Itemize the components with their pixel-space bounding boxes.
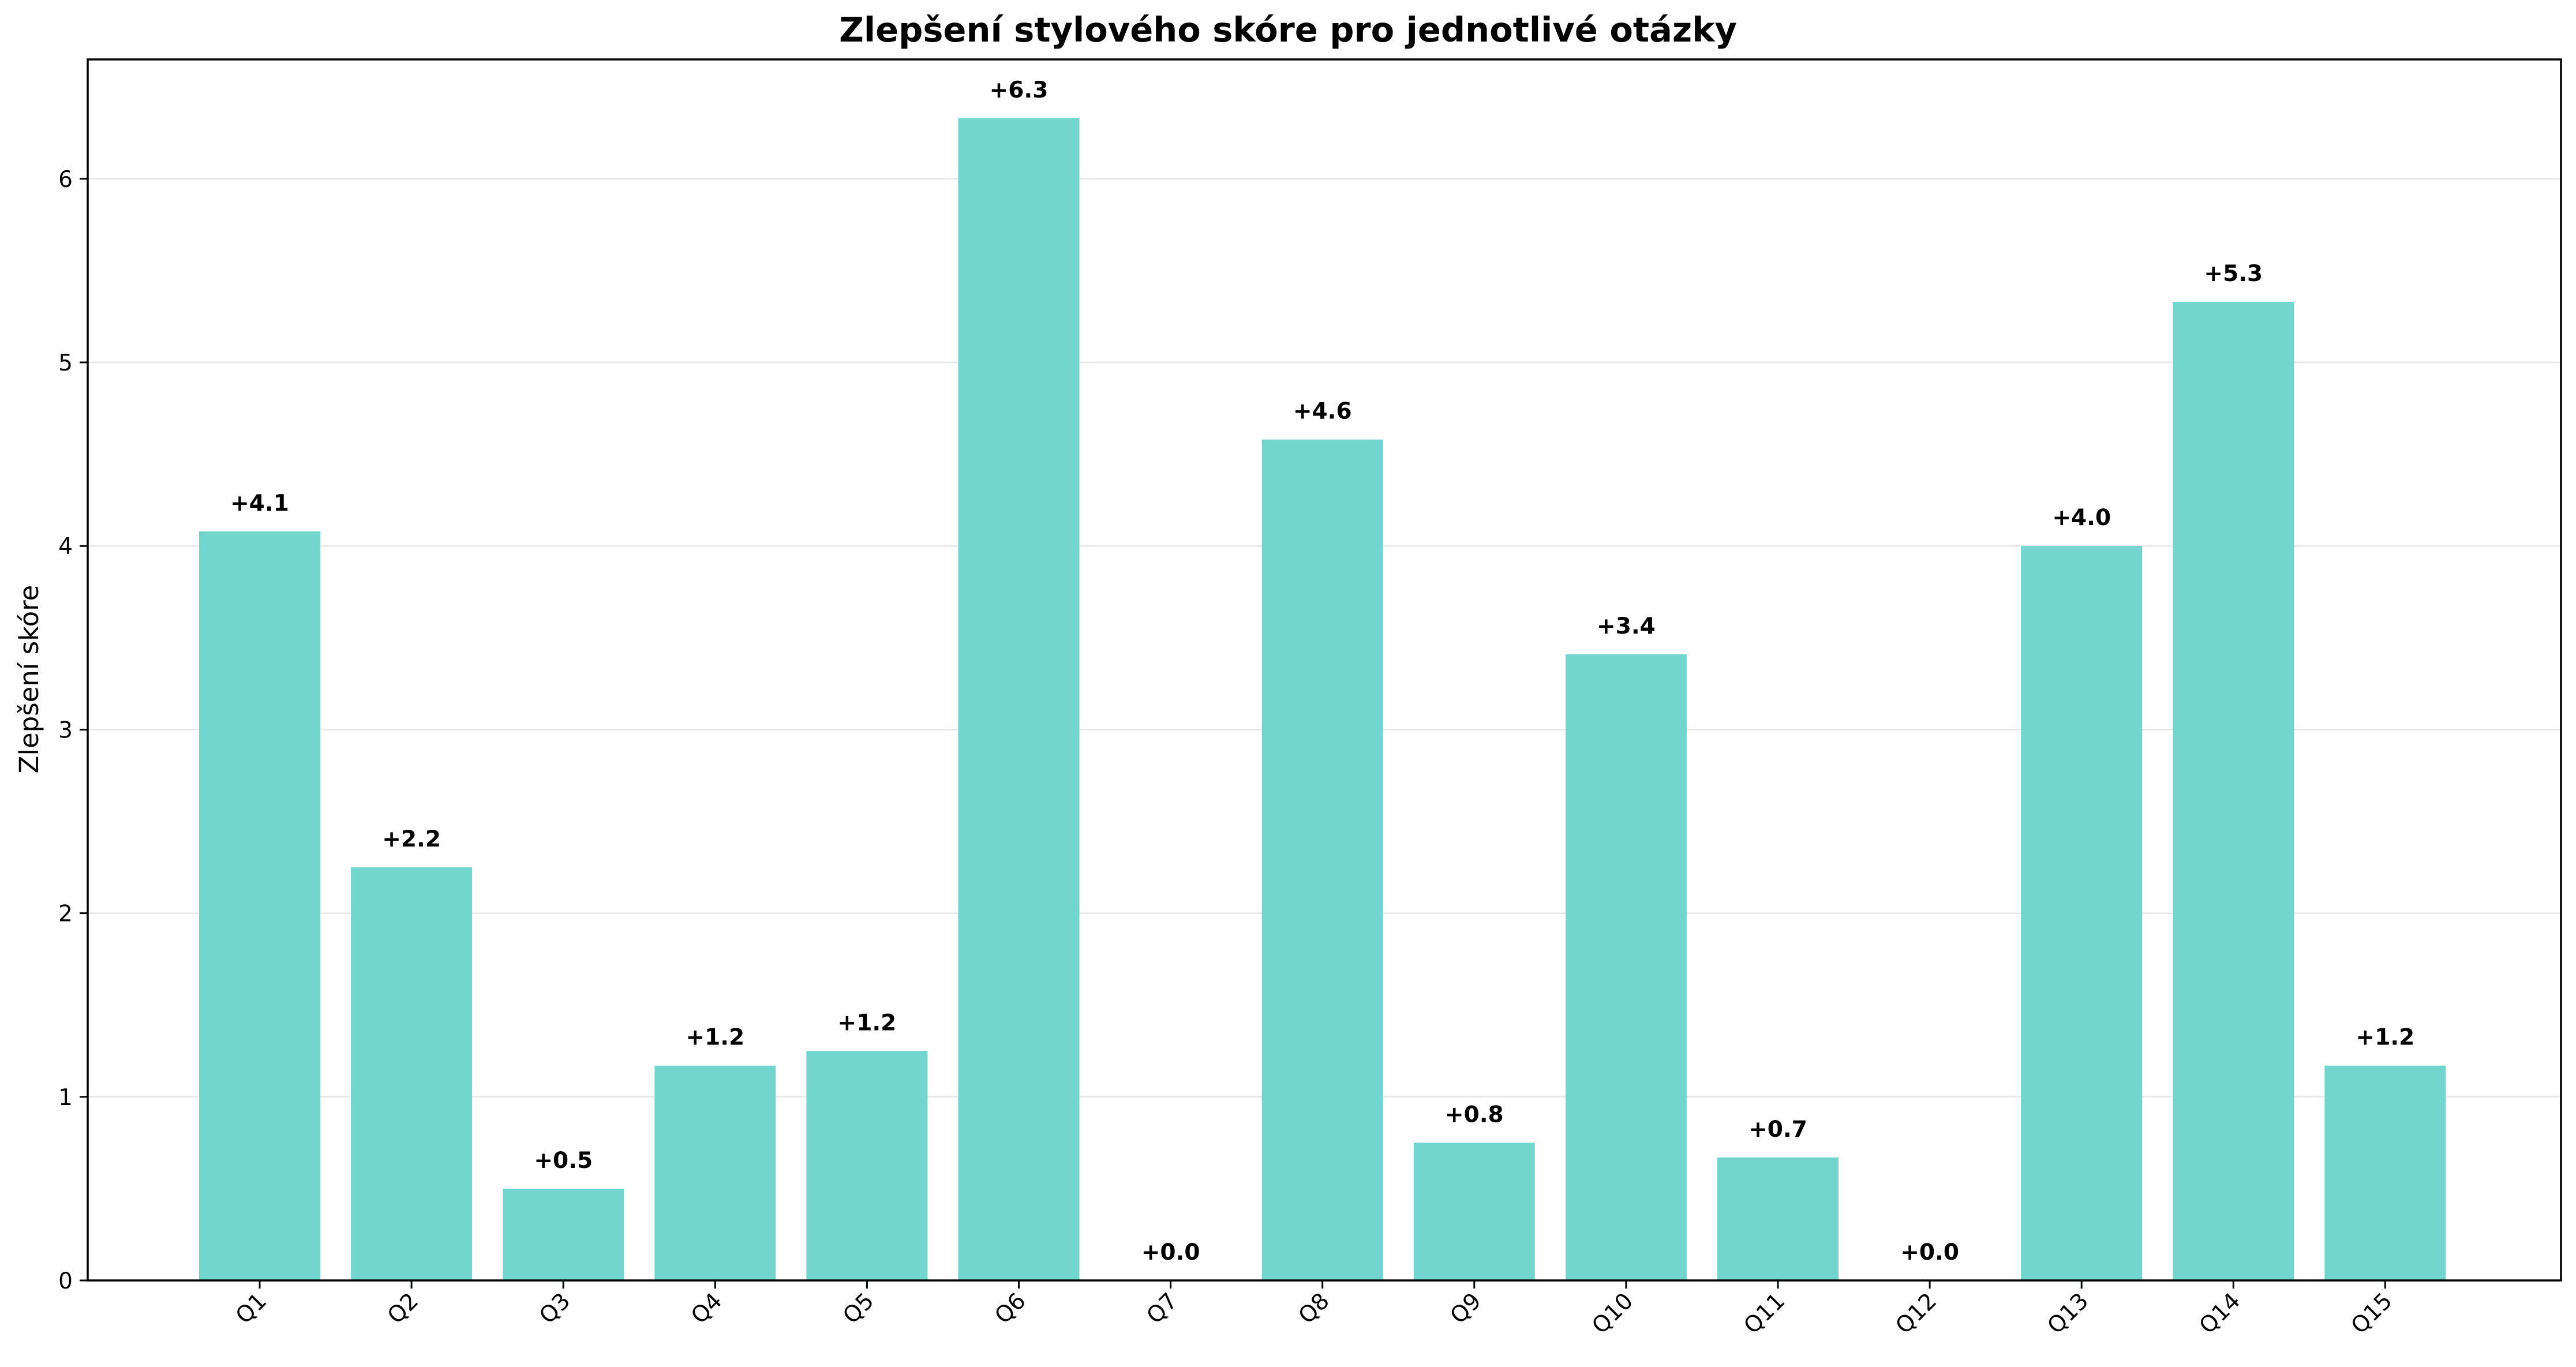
y-axis: 0 1 2 3 4 5 6 [58,167,88,1294]
x-tick-label: Q14 [2195,1288,2246,1339]
bar-q1 [199,531,320,1280]
data-label-q6: +6.3 [990,77,1049,103]
bar-q10 [1565,654,1687,1280]
x-tick-label: Q5 [838,1288,879,1329]
data-label-q2: +2.2 [382,826,441,852]
plot-frame [87,58,2562,1282]
y-tick-label: 6 [58,167,73,193]
chart-title: Zlepšení stylového skóre pro jednotlivé … [839,10,1737,50]
data-label-q10: +3.4 [1597,613,1656,639]
bar-q3 [503,1188,624,1280]
data-label-q5: +1.2 [838,1010,897,1036]
data-label-q8: +4.6 [1293,399,1352,425]
x-tick-label: Q15 [2346,1288,2398,1339]
y-tick-label: 2 [58,901,73,927]
bar-q9 [1413,1143,1535,1280]
x-tick-label: Q8 [1294,1288,1335,1329]
x-tick-label: Q3 [534,1288,575,1329]
x-axis: Q1 Q2 Q3 Q4 Q5 Q6 Q7 Q8 Q9 Q10 Q11 Q12 Q13 Q14 Q15 [231,1280,2397,1339]
x-tick-label: Q12 [1891,1288,1942,1339]
data-label-q7: +0.0 [1141,1239,1200,1265]
bar-q4 [654,1065,776,1280]
x-tick-label: Q7 [1142,1288,1183,1329]
bar-q11 [1717,1157,1839,1280]
y-axis-title: Zlepšení skóre [14,585,44,774]
bar-q15 [2324,1065,2446,1280]
y-tick-label: 4 [58,534,73,560]
y-tick-label: 3 [58,717,73,743]
x-tick-label: Q9 [1446,1288,1487,1329]
x-tick-label: Q2 [383,1288,424,1329]
data-label-q14: +5.3 [2204,261,2263,287]
data-labels: +4.1 +2.2 +0.5 +1.2 +1.2 +6.3 +0.0 +4.6 +0.8 +3.4… [230,77,2414,1265]
data-label-q4: +1.2 [686,1025,744,1051]
y-tick-label: 1 [58,1085,73,1111]
data-label-q3: +0.5 [534,1148,593,1174]
bar-q2 [351,867,473,1280]
bars [199,118,2446,1281]
x-tick-label: Q10 [1587,1288,1638,1339]
x-tick-label: Q6 [990,1288,1031,1329]
bar-q14 [2173,302,2294,1280]
data-label-q15: +1.2 [2356,1025,2415,1051]
data-label-q1: +4.1 [230,490,289,516]
y-tick-label: 5 [58,350,73,376]
x-tick-label: Q11 [1739,1288,1790,1339]
x-tick-label: Q4 [686,1288,727,1329]
data-label-q11: +0.7 [1748,1117,1807,1143]
bar-q13 [2021,546,2143,1280]
y-tick-label: 0 [58,1268,73,1294]
data-label-q13: +4.0 [2052,505,2111,531]
data-label-q12: +0.0 [1900,1239,1959,1265]
bar-q5 [806,1051,928,1280]
bar-q6 [958,118,1080,1281]
x-tick-label: Q13 [2043,1288,2094,1339]
data-label-q9: +0.8 [1445,1102,1504,1128]
bar-q8 [1261,439,1383,1280]
x-tick-label: Q1 [231,1288,272,1329]
